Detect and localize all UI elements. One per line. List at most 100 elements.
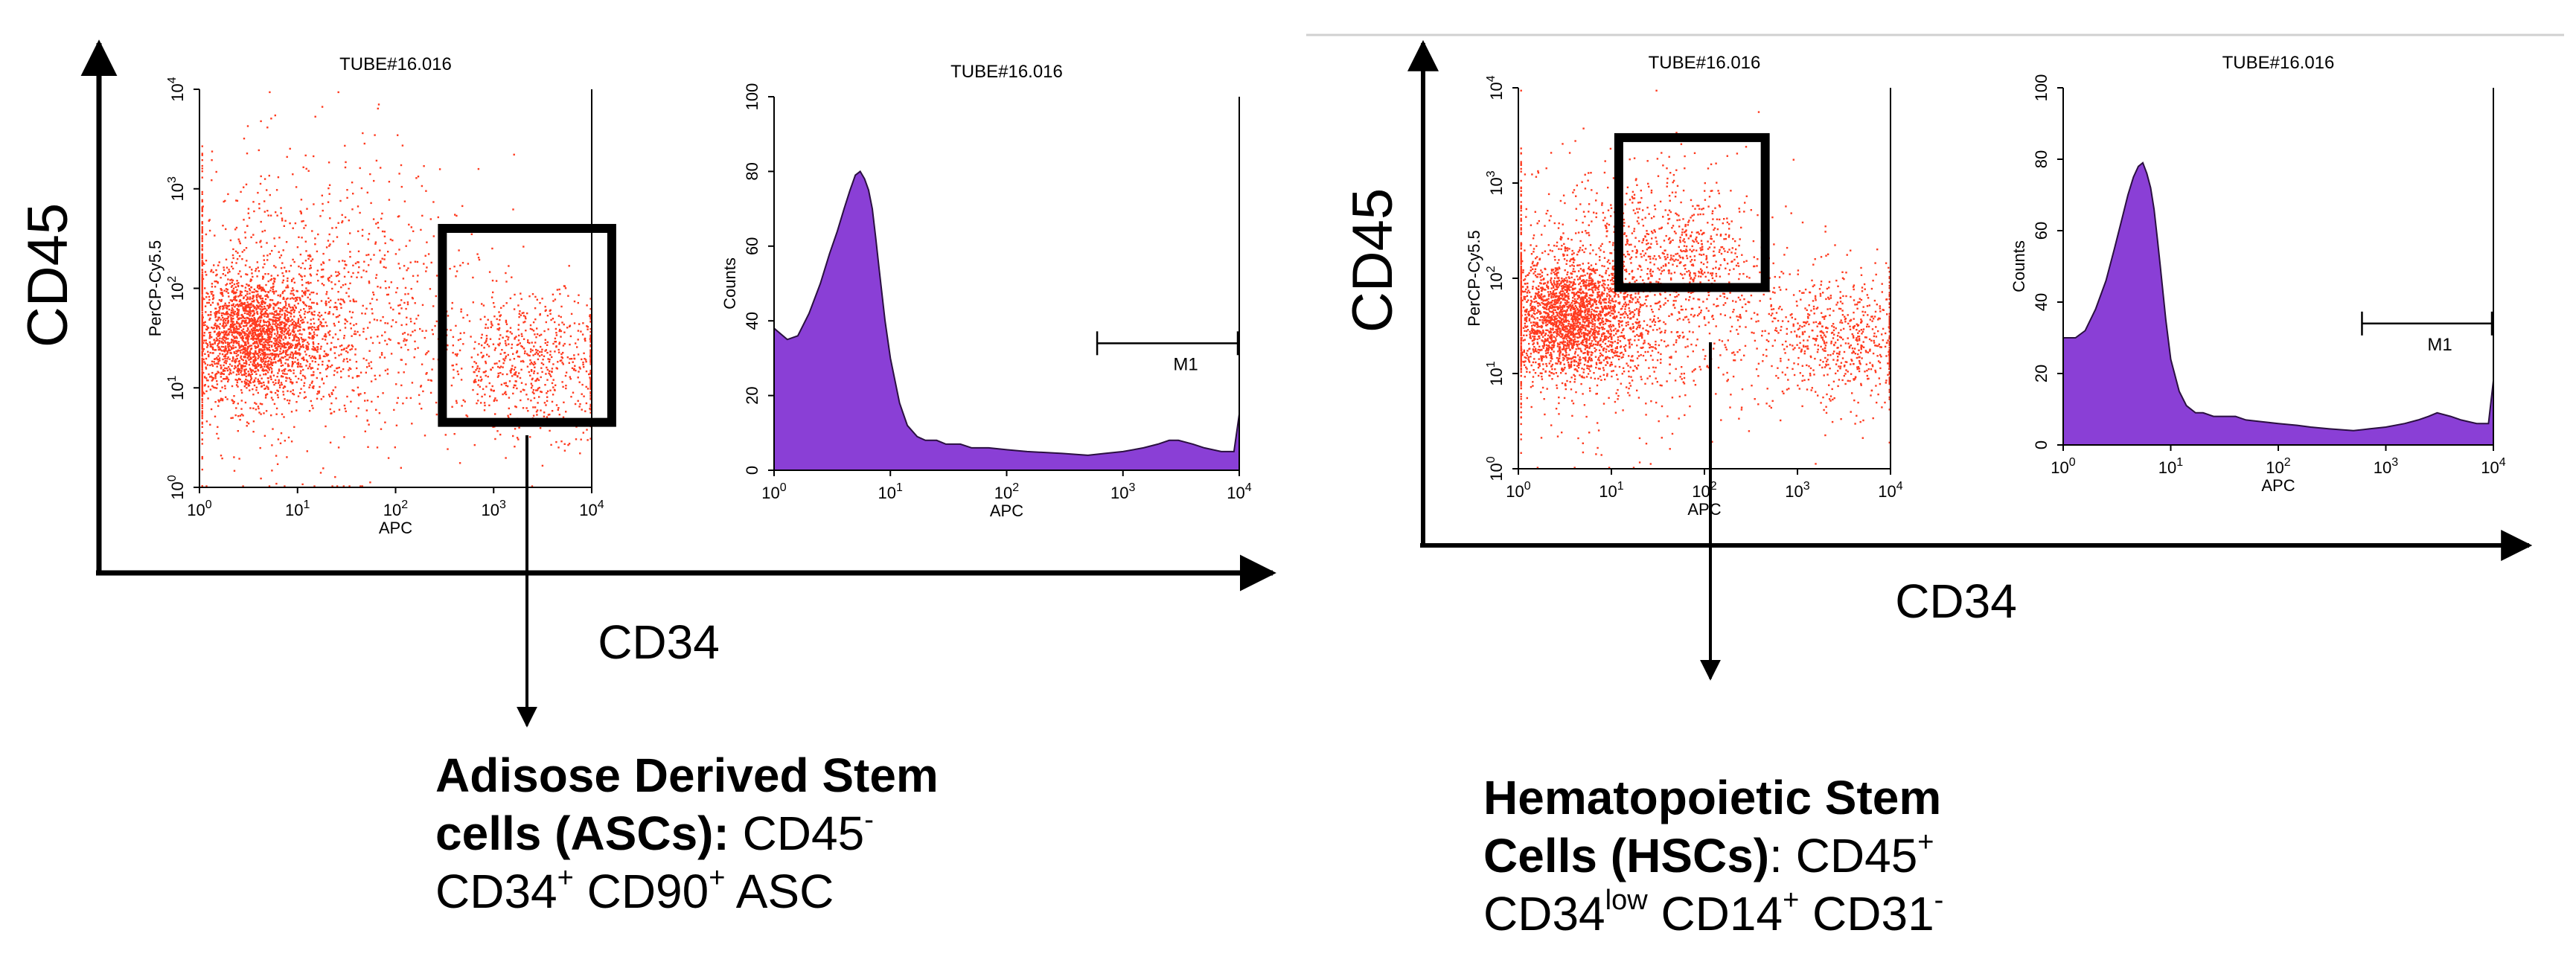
event-dot	[289, 356, 291, 358]
event-dot	[236, 350, 239, 353]
event-dot	[349, 300, 351, 302]
event-dot	[265, 313, 267, 315]
event-dot	[247, 212, 249, 214]
event-dot	[268, 329, 271, 332]
event-dot	[410, 320, 412, 323]
event-dot	[201, 329, 203, 331]
event-dot	[250, 236, 252, 239]
event-dot	[309, 264, 312, 267]
event-dot	[253, 380, 256, 382]
event-dot	[283, 350, 285, 353]
event-dot	[1597, 288, 1599, 291]
event-dot	[475, 362, 477, 365]
event-dot	[224, 199, 226, 202]
event-dot	[1527, 282, 1529, 285]
event-dot	[236, 321, 238, 323]
event-dot	[589, 349, 592, 352]
event-dot	[1576, 365, 1579, 368]
event-dot	[564, 287, 567, 289]
event-dot	[527, 339, 529, 342]
event-dot	[337, 291, 339, 293]
event-dot	[217, 438, 220, 440]
event-dot	[280, 382, 283, 384]
event-dot	[255, 294, 258, 297]
event-dot	[321, 269, 323, 271]
event-dot	[237, 313, 240, 315]
event-dot	[278, 381, 280, 383]
event-dot	[524, 315, 526, 318]
event-dot	[337, 338, 339, 341]
event-dot	[431, 329, 433, 331]
event-dot	[272, 321, 274, 323]
event-dot	[1570, 323, 1572, 326]
event-dot	[287, 344, 289, 346]
event-dot	[207, 350, 209, 353]
event-dot	[355, 323, 357, 325]
event-dot	[245, 337, 247, 339]
event-dot	[263, 315, 266, 318]
event-dot	[389, 238, 392, 241]
event-dot	[214, 322, 217, 324]
event-dot	[301, 290, 304, 292]
event-dot	[258, 365, 260, 368]
event-dot	[541, 464, 544, 467]
event-dot	[550, 318, 552, 321]
event-dot	[452, 345, 454, 347]
event-dot	[225, 258, 228, 260]
event-dot	[246, 340, 249, 342]
event-dot	[252, 297, 254, 300]
event-dot	[210, 375, 212, 378]
event-dot	[300, 316, 302, 318]
event-dot	[413, 356, 415, 359]
event-dot	[556, 368, 558, 370]
event-dot	[223, 373, 225, 375]
event-dot	[258, 202, 261, 205]
event-dot	[271, 354, 273, 356]
event-dot	[211, 286, 214, 288]
event-dot	[489, 395, 491, 397]
event-dot	[254, 329, 256, 332]
event-dot	[260, 330, 262, 332]
event-dot	[224, 357, 226, 360]
event-dot	[1571, 414, 1573, 417]
event-dot	[1569, 305, 1572, 307]
event-dot	[266, 329, 268, 331]
event-dot	[368, 423, 370, 426]
event-dot	[516, 350, 519, 353]
event-dot	[1620, 316, 1622, 319]
event-dot	[255, 342, 258, 344]
event-dot	[533, 345, 535, 347]
event-dot	[234, 306, 236, 308]
event-dot	[496, 328, 499, 330]
event-dot	[217, 346, 220, 349]
event-dot	[286, 307, 288, 310]
event-dot	[525, 330, 527, 332]
event-dot	[532, 389, 535, 391]
event-dot	[485, 327, 487, 329]
event-dot	[549, 370, 551, 372]
event-dot	[345, 347, 348, 349]
event-dot	[226, 358, 228, 360]
event-dot	[265, 394, 267, 397]
event-dot	[273, 356, 275, 359]
event-dot	[484, 371, 486, 374]
event-dot	[239, 300, 242, 302]
event-dot	[549, 429, 551, 432]
event-dot	[375, 159, 378, 162]
event-dot	[224, 359, 226, 362]
event-dot	[406, 397, 408, 400]
event-dot	[509, 297, 512, 300]
event-dot	[400, 299, 403, 301]
event-dot	[237, 365, 240, 367]
event-dot	[257, 285, 259, 287]
event-dot	[395, 424, 398, 426]
event-dot	[272, 428, 274, 430]
event-dot	[276, 336, 279, 339]
event-dot	[279, 321, 281, 324]
event-dot	[212, 297, 215, 299]
event-dot	[551, 382, 554, 385]
event-dot	[214, 375, 217, 378]
event-dot	[291, 381, 294, 384]
event-dot	[223, 378, 226, 380]
event-dot	[303, 308, 305, 310]
